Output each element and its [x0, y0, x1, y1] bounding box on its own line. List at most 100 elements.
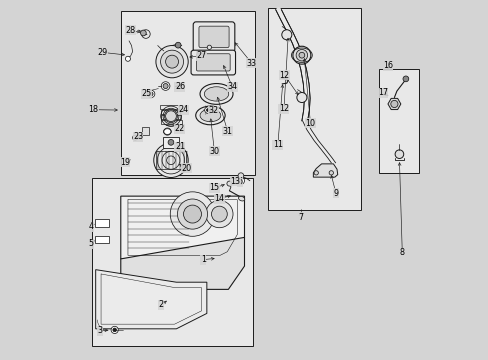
Text: 3: 3: [98, 326, 102, 335]
Circle shape: [160, 50, 183, 73]
Text: 16: 16: [382, 62, 392, 71]
Circle shape: [394, 150, 403, 158]
Text: 32: 32: [208, 106, 218, 115]
FancyBboxPatch shape: [191, 50, 235, 75]
Text: 26: 26: [175, 82, 184, 91]
Circle shape: [292, 46, 310, 64]
Circle shape: [156, 45, 188, 78]
Circle shape: [313, 171, 318, 175]
Circle shape: [211, 206, 227, 222]
Circle shape: [296, 49, 307, 61]
Polygon shape: [96, 270, 206, 329]
Circle shape: [226, 181, 231, 186]
Polygon shape: [313, 164, 337, 177]
Text: 12: 12: [278, 104, 288, 113]
Bar: [94, 235, 109, 243]
Bar: [160, 105, 179, 109]
Circle shape: [111, 326, 118, 333]
Circle shape: [328, 171, 333, 175]
Bar: [163, 137, 179, 148]
Text: 31: 31: [222, 127, 232, 136]
Polygon shape: [121, 196, 244, 259]
Bar: [94, 220, 109, 226]
Circle shape: [204, 107, 211, 113]
Ellipse shape: [200, 109, 221, 122]
Text: 17: 17: [377, 88, 387, 97]
Circle shape: [281, 30, 291, 40]
Circle shape: [161, 82, 169, 90]
Text: 25: 25: [141, 89, 151, 98]
Circle shape: [140, 30, 146, 36]
Text: 11: 11: [272, 140, 282, 149]
Circle shape: [238, 173, 244, 179]
Circle shape: [206, 109, 209, 112]
Text: 28: 28: [125, 26, 136, 35]
Text: 4: 4: [88, 222, 93, 231]
Text: 27: 27: [196, 51, 206, 60]
Text: 23: 23: [133, 132, 143, 141]
Bar: [121, 12, 255, 175]
Text: 14: 14: [214, 194, 224, 203]
Circle shape: [170, 192, 214, 236]
Circle shape: [153, 143, 188, 177]
Text: 24: 24: [178, 105, 188, 114]
FancyBboxPatch shape: [196, 54, 230, 71]
Circle shape: [402, 76, 408, 82]
Text: 8: 8: [399, 248, 404, 257]
Text: 20: 20: [181, 164, 191, 173]
Circle shape: [296, 93, 306, 103]
Text: 15: 15: [209, 183, 219, 192]
Text: 5: 5: [88, 239, 93, 248]
Bar: [92, 178, 253, 346]
Ellipse shape: [200, 84, 233, 104]
Circle shape: [113, 328, 116, 332]
Text: 10: 10: [305, 119, 315, 128]
Ellipse shape: [238, 196, 244, 201]
Circle shape: [177, 199, 207, 229]
Text: 13: 13: [230, 177, 240, 186]
Polygon shape: [121, 237, 244, 289]
Circle shape: [147, 90, 155, 98]
Bar: [161, 120, 182, 125]
Circle shape: [165, 55, 178, 68]
Text: 19: 19: [120, 158, 129, 167]
Text: 22: 22: [175, 124, 184, 133]
Circle shape: [175, 42, 181, 48]
Text: 6: 6: [237, 177, 242, 186]
Polygon shape: [387, 98, 400, 109]
Circle shape: [207, 45, 211, 49]
Circle shape: [237, 177, 244, 184]
Circle shape: [390, 100, 397, 108]
Circle shape: [161, 106, 181, 126]
Circle shape: [149, 92, 153, 96]
Text: 34: 34: [227, 82, 237, 91]
Circle shape: [164, 110, 177, 123]
Text: 1: 1: [201, 255, 205, 264]
Text: 9: 9: [333, 189, 338, 198]
Ellipse shape: [195, 106, 224, 125]
Text: 21: 21: [175, 142, 184, 151]
Bar: [161, 115, 181, 120]
Bar: [155, 150, 186, 169]
Circle shape: [132, 135, 137, 140]
Text: 29: 29: [97, 48, 107, 57]
Ellipse shape: [204, 87, 228, 101]
Circle shape: [183, 205, 201, 223]
FancyBboxPatch shape: [199, 26, 228, 48]
Text: 33: 33: [246, 59, 256, 68]
FancyBboxPatch shape: [193, 22, 234, 52]
Text: 7: 7: [297, 213, 303, 222]
Circle shape: [125, 56, 130, 61]
Bar: [267, 8, 360, 211]
Circle shape: [298, 52, 304, 58]
Text: 2: 2: [159, 300, 163, 309]
Text: 18: 18: [88, 105, 98, 114]
Bar: [378, 69, 418, 173]
Bar: [142, 127, 148, 135]
Circle shape: [163, 84, 168, 89]
Bar: [160, 110, 180, 114]
Circle shape: [168, 139, 174, 145]
Circle shape: [205, 201, 233, 228]
Circle shape: [163, 128, 171, 135]
Text: 30: 30: [209, 147, 219, 156]
